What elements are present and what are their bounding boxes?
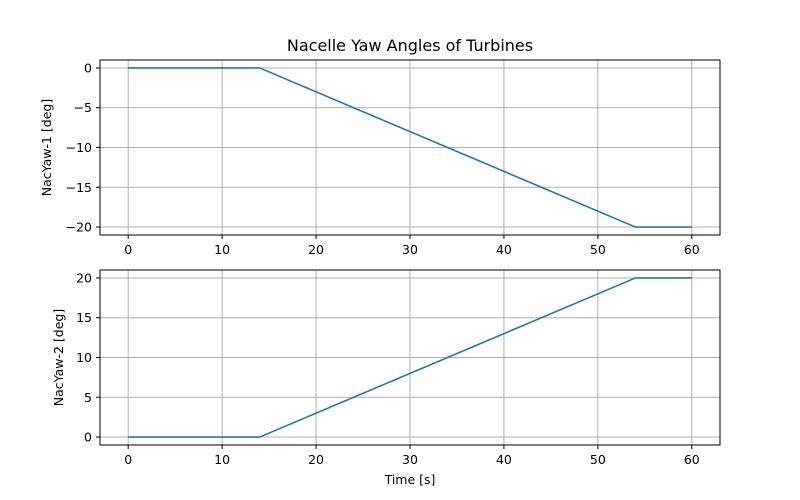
x-tick-label: 10 xyxy=(214,242,230,257)
series-line-2 xyxy=(128,277,692,438)
y-axis-label-2: NacYaw-2 [deg] xyxy=(51,309,66,406)
x-tick-label: 60 xyxy=(684,452,700,467)
series-layer-2 xyxy=(128,277,692,438)
x-tick-label: 0 xyxy=(124,452,132,467)
subplot-nacyaw-2: 0 10 20 30 40 50 60 0 5 10 15 20 NacYaw-2 [deg] Ti… xyxy=(51,269,721,487)
y-tick-label: −5 xyxy=(74,100,92,115)
x-tick-label: 50 xyxy=(590,452,606,467)
y-tick-label: 5 xyxy=(84,390,92,405)
x-tick-label: 60 xyxy=(684,242,700,257)
series-line-1 xyxy=(128,67,692,228)
x-axis-label: Time [s] xyxy=(384,472,436,487)
y-axis-label-1: NacYaw-1 [deg] xyxy=(39,99,54,196)
y-tick-label: 0 xyxy=(84,60,92,75)
y-tick-label: −20 xyxy=(66,220,92,235)
x-tick-label: 20 xyxy=(308,452,324,467)
x-ticks-1: 0 10 20 30 40 50 60 xyxy=(124,235,700,257)
x-tick-label: 50 xyxy=(590,242,606,257)
y-tick-label: 10 xyxy=(76,350,92,365)
y-ticks-1: 0 −5 −10 −15 −20 xyxy=(66,60,100,235)
y-tick-label: 15 xyxy=(76,310,92,325)
x-tick-label: 0 xyxy=(124,242,132,257)
y-tick-label: −10 xyxy=(66,140,92,155)
y-tick-label: 0 xyxy=(84,430,92,445)
x-tick-label: 10 xyxy=(214,452,230,467)
x-tick-label: 30 xyxy=(402,242,418,257)
chart-title: Nacelle Yaw Angles of Turbines xyxy=(287,36,533,55)
x-tick-label: 40 xyxy=(496,452,512,467)
subplot-nacyaw-1: 0 10 20 30 40 50 60 0 −5 −10 −15 −20 NacYaw-1 [deg… xyxy=(39,59,721,257)
x-ticks-2: 0 10 20 30 40 50 60 xyxy=(124,445,700,467)
x-tick-label: 20 xyxy=(308,242,324,257)
grid-lines-1 xyxy=(100,60,720,235)
y-tick-label: 20 xyxy=(76,270,92,285)
y-tick-label: −15 xyxy=(66,180,92,195)
x-tick-label: 40 xyxy=(496,242,512,257)
y-ticks-2: 0 5 10 15 20 xyxy=(76,270,100,445)
grid-lines-2 xyxy=(100,270,720,445)
x-tick-label: 30 xyxy=(402,452,418,467)
series-layer-1 xyxy=(128,67,692,228)
